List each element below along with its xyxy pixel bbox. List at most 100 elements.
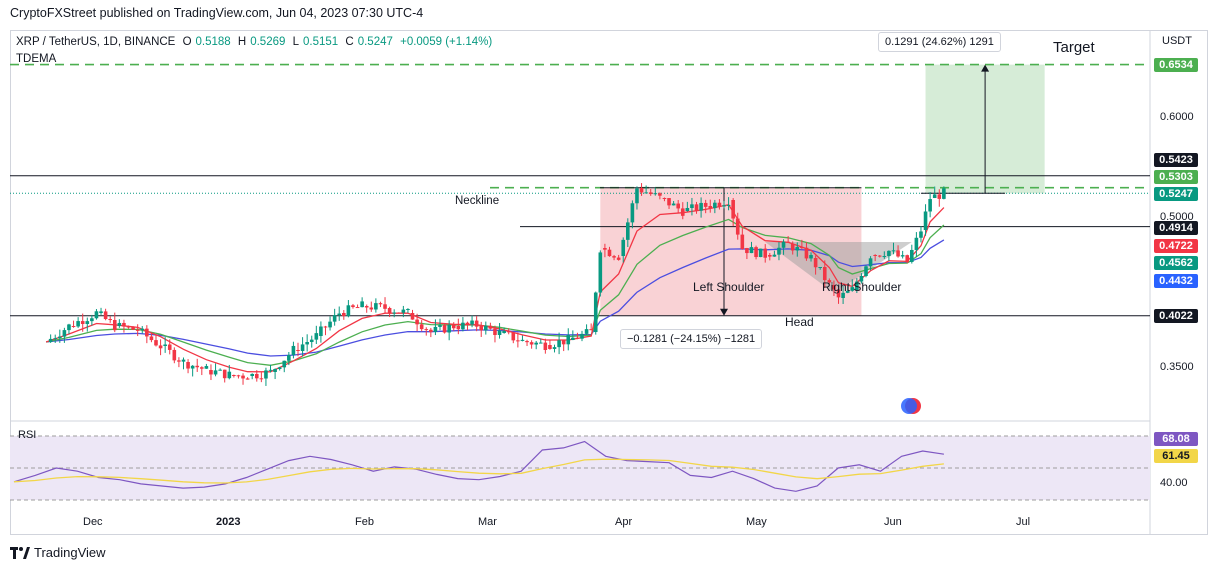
- candle-body: [749, 247, 754, 254]
- price-tag-ema-fast: 0.4722: [1154, 239, 1198, 253]
- candle-body: [914, 237, 919, 250]
- candle-body: [612, 256, 616, 258]
- open-value: 0.5188: [195, 36, 231, 48]
- candle-body: [401, 309, 406, 313]
- candle-body: [465, 322, 470, 325]
- symbol-name[interactable]: XRP / TetherUS, 1D, BINANCE: [16, 36, 176, 48]
- candle-body: [424, 329, 429, 331]
- price-tag-ema-slow: 0.4432: [1154, 274, 1198, 288]
- candle-body: [658, 193, 662, 196]
- candle-body: [94, 311, 99, 319]
- candle-body: [355, 307, 360, 309]
- candle-body: [410, 313, 415, 320]
- candle-body: [932, 194, 937, 198]
- candle-body: [868, 258, 873, 267]
- candle-body: [900, 255, 905, 257]
- candle-body: [447, 324, 451, 333]
- candle-body: [607, 249, 612, 257]
- candle-body: [484, 325, 488, 331]
- candle-body: [832, 285, 836, 290]
- candle-body: [777, 247, 781, 255]
- candle-body: [131, 326, 135, 330]
- candle-body: [896, 250, 900, 257]
- candle-body: [300, 344, 305, 351]
- candle-body: [800, 247, 804, 249]
- candle-body: [48, 338, 53, 342]
- candle-body: [813, 258, 818, 268]
- candle-body: [786, 241, 790, 243]
- candle-body: [323, 326, 328, 328]
- candle-body: [809, 255, 813, 259]
- candle-body: [580, 333, 584, 339]
- candle-body: [99, 311, 103, 313]
- candle-body: [772, 254, 777, 257]
- x-tick-label: Dec: [83, 516, 103, 528]
- candle-body: [910, 249, 914, 262]
- candle-body: [502, 330, 506, 333]
- candle-body: [140, 328, 145, 330]
- candle-body: [520, 339, 525, 341]
- left-shoulder-label: Left Shoulder: [693, 280, 765, 294]
- candle-body: [346, 305, 351, 317]
- candle-body: [360, 301, 364, 308]
- candle-body: [873, 255, 877, 256]
- candle-body: [282, 360, 287, 368]
- candle-body: [575, 337, 580, 339]
- candle-body: [76, 321, 80, 327]
- candle-body: [639, 188, 644, 193]
- candle-body: [598, 252, 603, 293]
- candle-body: [726, 204, 731, 206]
- candle-body: [841, 292, 845, 298]
- tradingview-footer[interactable]: TradingView: [10, 545, 106, 560]
- head-label: Head: [785, 315, 814, 329]
- candle-body: [685, 207, 690, 211]
- candle-body: [135, 329, 140, 331]
- candle-body: [419, 324, 424, 330]
- candle-body: [328, 321, 332, 328]
- candle-body: [259, 378, 264, 380]
- candle-body: [882, 256, 887, 258]
- candle-body: [158, 345, 163, 349]
- price-tag-ema-mid: 0.4562: [1154, 256, 1198, 270]
- candle-body: [190, 365, 195, 369]
- candle-body: [342, 313, 346, 317]
- candle-body: [305, 342, 309, 345]
- candle-body: [887, 250, 891, 257]
- ema-slow-line: [46, 239, 945, 357]
- rsi-label[interactable]: RSI: [18, 429, 37, 441]
- candle-body: [754, 247, 758, 258]
- candle-body: [387, 308, 392, 314]
- candle-body: [758, 248, 763, 258]
- candle-body: [195, 365, 200, 368]
- candle-body: [827, 280, 832, 283]
- candle-body: [557, 340, 561, 348]
- candle-body: [699, 202, 703, 211]
- tradingview-brand: TradingView: [34, 545, 106, 560]
- candle-body: [149, 336, 154, 341]
- x-tick-label: May: [746, 516, 767, 528]
- rsi-line: [13, 440, 944, 492]
- candle-body: [319, 326, 323, 336]
- candle-body: [942, 188, 946, 199]
- candle-body: [804, 247, 809, 259]
- candle-body: [644, 192, 648, 194]
- low-value: 0.5151: [303, 36, 339, 48]
- candle-body: [474, 320, 479, 327]
- candle-body: [708, 206, 713, 209]
- candle-body: [108, 319, 112, 321]
- event-flag-icon: [901, 398, 917, 414]
- candle-body: [694, 204, 699, 211]
- candle-body: [690, 204, 694, 208]
- measure-up-arrowhead: [981, 64, 990, 72]
- candle-body: [291, 345, 296, 356]
- candle-body: [273, 369, 277, 372]
- candle-body: [85, 321, 90, 324]
- candle-body: [406, 308, 410, 310]
- candle-body: [277, 367, 282, 370]
- candle-body: [781, 241, 786, 248]
- indicator-name[interactable]: TDEMA: [16, 53, 57, 65]
- candle-body: [703, 202, 708, 207]
- candle-body: [181, 359, 186, 362]
- x-tick-label: Jul: [1016, 516, 1031, 528]
